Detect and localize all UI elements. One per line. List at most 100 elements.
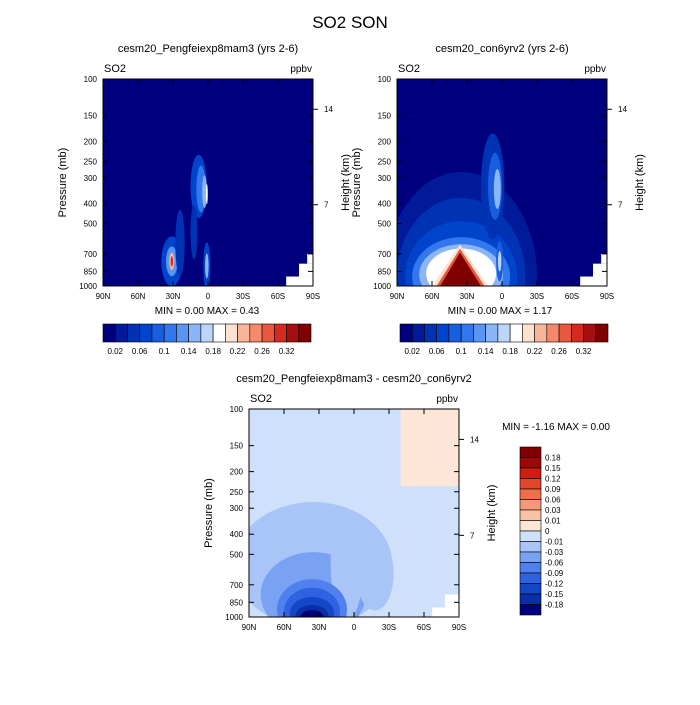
contour-blob-10 [175, 209, 185, 277]
x-tick-label: 60N [277, 623, 292, 632]
colorbar-label: 0.1 [159, 347, 171, 356]
colorbar-box [519, 604, 542, 616]
variable-label: SO2 [104, 63, 126, 75]
colorbar-box [176, 323, 189, 343]
x-tick-label: 60S [271, 292, 285, 301]
colorbar: 0.02 0.06 0.1 0.14 0.18 0.22 0.26 0.32 [399, 323, 609, 356]
colorbar-label: 0.01 [545, 517, 561, 526]
contour-blob-8 [493, 168, 501, 210]
colorbar-box [546, 323, 560, 343]
contour-blob-8 [300, 610, 324, 617]
contour-blob-3 [356, 537, 394, 611]
colorbar-box [519, 499, 542, 511]
x-tick-label: 90N [96, 292, 111, 301]
colorbar-label: 0.1 [456, 347, 468, 356]
x-tick-label: 60S [417, 623, 431, 632]
colorbar-label: -0.12 [545, 580, 564, 589]
y-tick-label: 200 [230, 468, 244, 477]
colorbar-label: 0.22 [230, 347, 246, 356]
colorbar-label: 0.18 [502, 347, 518, 356]
y-tick-label: 500 [84, 220, 98, 229]
y-axis-label: Pressure (mb) [57, 148, 69, 218]
panel-title: cesm20_con6yrv2 (yrs 2-6) [435, 43, 568, 55]
missing-data-cell-0 [580, 276, 607, 286]
x-tick-label: 90S [306, 292, 320, 301]
colorbar-box [237, 323, 251, 343]
colorbar-box [519, 509, 542, 521]
colorbar-box [473, 323, 486, 343]
colorbar-label: 0.26 [254, 347, 270, 356]
colorbar-box [519, 593, 542, 605]
colorbar-box [595, 323, 609, 343]
colorbar-box [519, 488, 542, 500]
colorbar-label: 0.09 [545, 485, 561, 494]
colorbar-box [249, 323, 263, 343]
colorbar-box [399, 323, 413, 343]
contour-peak-2 [440, 252, 481, 286]
colorbar-box [212, 323, 226, 343]
colorbar-label: 0.02 [404, 347, 420, 356]
colorbar-label: 0.32 [279, 347, 295, 356]
colorbar-box [519, 446, 542, 458]
y-tick-label: 250 [84, 157, 98, 166]
colorbar-label: -0.18 [545, 601, 564, 610]
y2-tick-label: 7 [618, 201, 623, 210]
colorbar-box [273, 323, 287, 343]
y-tick-label: 850 [378, 267, 392, 276]
y-axis-label: Pressure (mb) [351, 148, 363, 218]
colorbar-label: 0.06 [429, 347, 445, 356]
colorbar-box [583, 323, 597, 343]
colorbar-box [519, 572, 542, 584]
x-tick-label: 60S [565, 292, 579, 301]
colorbar-box [286, 323, 300, 343]
x-tick-label: 30N [460, 292, 475, 301]
colorbar-box [519, 457, 542, 469]
chart-panel-3: cesm20_Pengfeiexp8mam3 - cesm20_con6yrv2… [203, 373, 610, 632]
colorbar-box [114, 323, 128, 343]
y-tick-label: 400 [230, 530, 244, 539]
colorbar-box [424, 323, 438, 343]
colorbar-box [522, 323, 535, 343]
variable-label: SO2 [398, 63, 420, 75]
colorbar-box [485, 323, 499, 343]
colorbar-box [225, 323, 238, 343]
colorbar-box [519, 551, 542, 563]
colorbar-box [519, 583, 542, 595]
colorbar-box [436, 323, 450, 343]
y-tick-label: 300 [84, 174, 98, 183]
main-title: SO2 SON [312, 13, 388, 32]
x-tick-label: 90S [600, 292, 614, 301]
colorbar-box [102, 323, 116, 343]
colorbar-label: 0.22 [527, 347, 543, 356]
y-tick-label: 1000 [79, 282, 97, 291]
colorbar: 0.180.15 0.120.09 0.060.03 0.010 -0.01-0.03 -… [519, 446, 564, 616]
colorbar-box [519, 478, 542, 490]
colorbar-box [411, 323, 425, 343]
missing-data-cell-0 [286, 276, 313, 286]
colorbar-box [519, 530, 542, 542]
x-tick-label: 0 [500, 292, 505, 301]
variable-label: SO2 [250, 393, 272, 405]
y-tick-label: 700 [84, 250, 98, 259]
colorbar-label: 0.06 [545, 496, 561, 505]
x-tick-label: 60N [131, 292, 146, 301]
contour-field [103, 79, 313, 286]
y-tick-label: 250 [230, 488, 244, 497]
y2-tick-label: 7 [470, 531, 475, 540]
missing-data-cell-1 [593, 263, 607, 277]
x-tick-label: 90N [390, 292, 405, 301]
contour-field [397, 79, 607, 286]
contour-blob-9 [205, 253, 209, 279]
x-tick-label: 60N [425, 292, 440, 301]
colorbar-label: 0.15 [545, 464, 561, 473]
colorbar-box [519, 520, 542, 532]
x-tick-label: 30N [166, 292, 181, 301]
contour-blob-11 [190, 205, 198, 260]
chart-panel-1: cesm20_Pengfeiexp8mam3 (yrs 2-6) SO2 ppbv 1… [57, 43, 352, 356]
colorbar-label: 0.12 [545, 475, 561, 484]
y2-tick-label: 7 [324, 201, 329, 210]
colorbar-box [570, 323, 584, 343]
y2-tick-label: 14 [618, 105, 627, 114]
y2-axis-label: Height (km) [340, 154, 352, 211]
